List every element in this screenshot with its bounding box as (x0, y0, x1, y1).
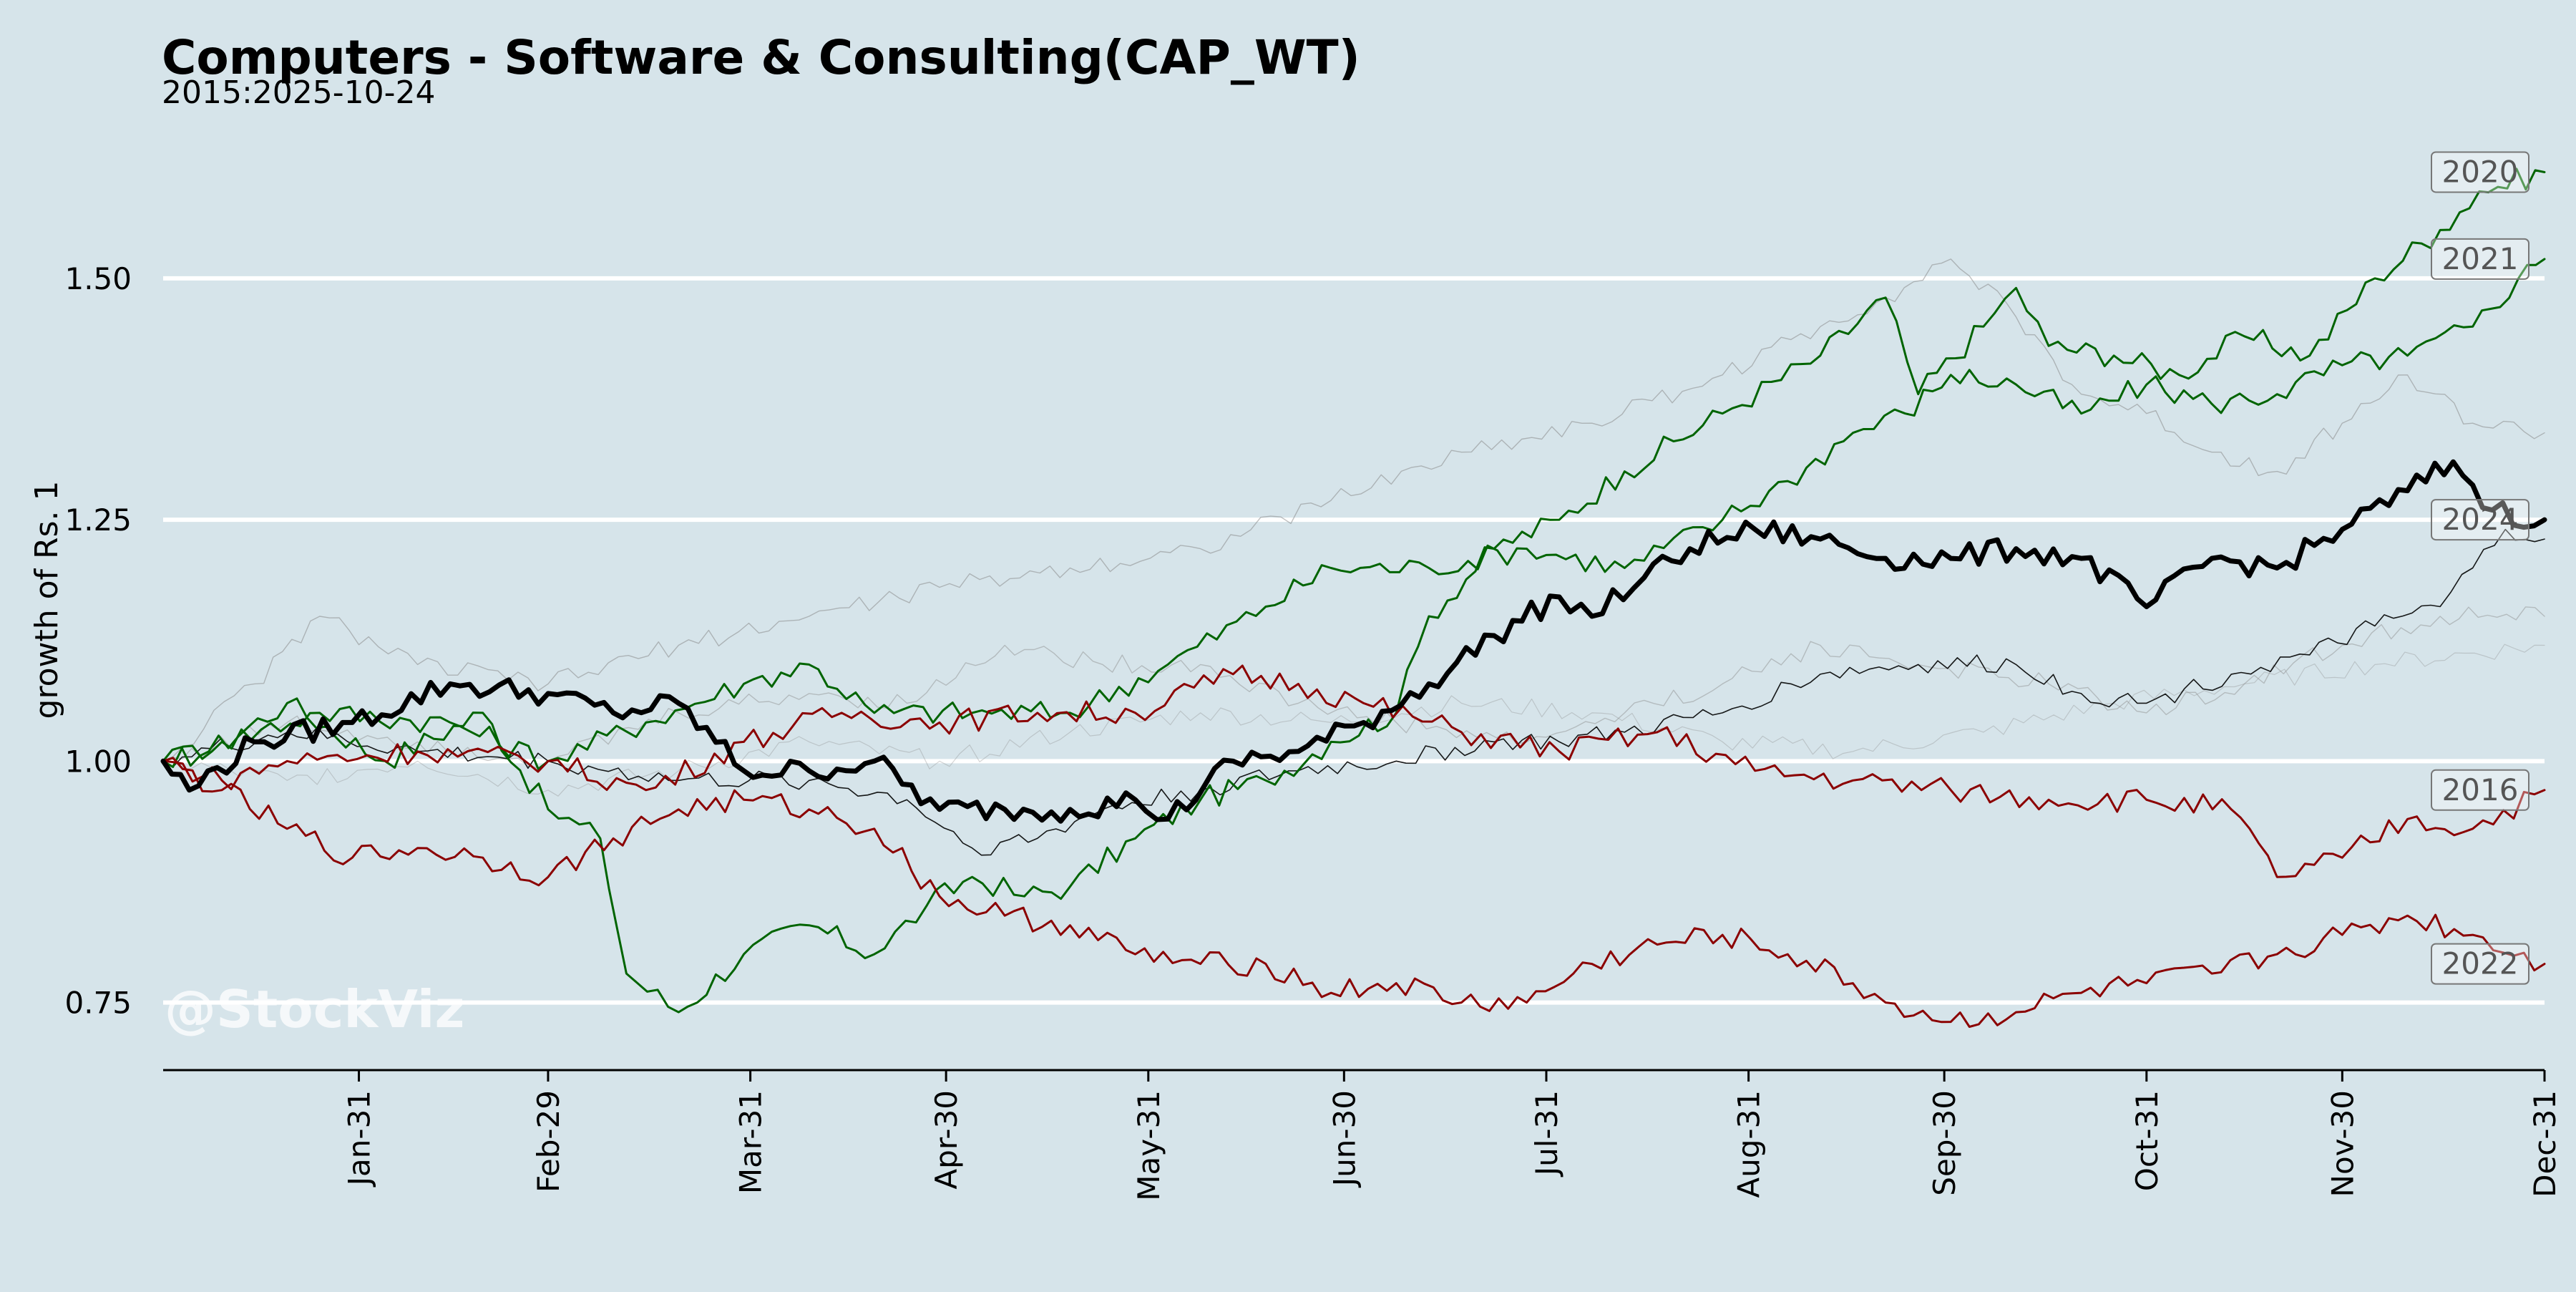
series-labels: 2020 2021 2024 2016 2022 (2431, 151, 2529, 985)
series-lines (160, 167, 2547, 1028)
x-tick-label: Sep-30 (1927, 1090, 1962, 1196)
y-tick-label: 1.25 (64, 502, 132, 538)
x-tick-label: Oct-31 (2129, 1090, 2165, 1191)
series-line-2016 (162, 664, 2546, 878)
x-tick-label: Aug-31 (1732, 1090, 1767, 1198)
series-line-2022 (162, 757, 2546, 1028)
series-label: 2024 (2442, 502, 2519, 537)
x-tick-label: Dec-31 (2527, 1090, 2562, 1198)
y-tick-label: 1.00 (64, 744, 132, 779)
x-tick-label: Apr-30 (929, 1090, 964, 1190)
series-label: 2016 (2442, 772, 2519, 807)
series-line (162, 258, 2545, 762)
axes: 0.75 1.00 1.25 1.50 Jan-31 Feb-29 Mar-31 Apr-30… (64, 261, 2562, 1201)
series-line-2020 (162, 167, 2546, 1014)
y-tick-label: 1.50 (64, 261, 132, 296)
series-label-box (2431, 499, 2529, 541)
y-tick-label: 0.75 (64, 986, 132, 1021)
series-label: 2020 (2442, 154, 2519, 189)
chart-title: Computers - Software & Consulting(CAP_WT… (162, 30, 1360, 85)
chart-subtitle: 2015:2025-10-24 (162, 74, 436, 111)
series-label: 2022 (2442, 946, 2519, 981)
x-tick-label: Nov-30 (2325, 1090, 2360, 1197)
series-label-box (2431, 151, 2529, 193)
x-tick-label: May-31 (1131, 1090, 1166, 1201)
series-label: 2021 (2442, 241, 2519, 276)
x-tick-label: Jul-31 (1529, 1090, 1564, 1177)
series-label-box (2431, 238, 2529, 280)
series-line-2024 (160, 459, 2547, 824)
series-label-box (2431, 943, 2529, 985)
watermark: @StockViz (165, 979, 464, 1039)
y-axis-label: growth of Rs. 1 (29, 481, 65, 719)
x-tick-label: Mar-31 (733, 1090, 769, 1194)
series-line (162, 643, 2545, 797)
series-line (162, 606, 2545, 769)
series-line (162, 528, 2545, 856)
series-line-2021 (162, 258, 2546, 770)
x-tick-label: Jan-31 (342, 1090, 377, 1187)
series-label-box (2431, 769, 2529, 811)
x-tick-label: Jun-30 (1327, 1090, 1362, 1188)
x-tick-label: Feb-29 (531, 1090, 566, 1193)
